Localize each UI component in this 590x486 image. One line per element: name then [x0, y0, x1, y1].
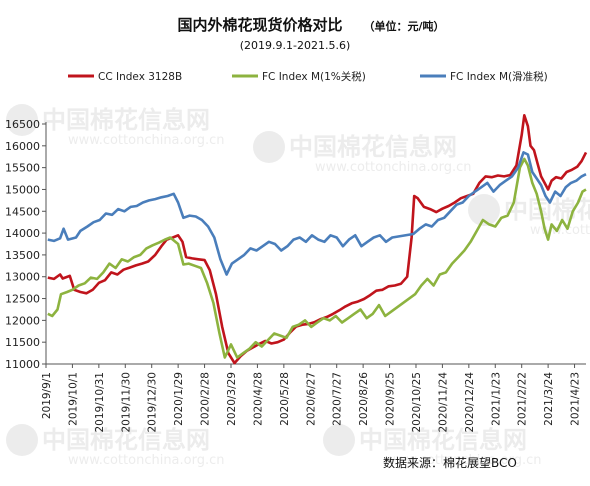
legend-label: FC Index M(1%关税) [262, 70, 366, 83]
y-tick-label: 16000 [5, 140, 40, 153]
chart-subtitle: (2019.9.1-2021.5.6) [240, 39, 351, 52]
y-tick-label: 12000 [5, 314, 40, 327]
x-tick-label: 2020/1/29 [173, 372, 185, 426]
x-tick-label: 2019/9/1 [41, 372, 53, 419]
x-tick-label: 2020/6/27 [305, 372, 317, 426]
x-tick-label: 2020/12/24 [464, 372, 476, 433]
watermark: 中国棉花信息网www.cottonchina.org.cn中国棉花信息网www.… [6, 104, 590, 468]
legend-label: CC Index 3128B [98, 71, 182, 83]
y-tick-label: 15000 [5, 183, 40, 196]
legend-item: FC Index M(滑准税) [420, 70, 548, 83]
series-line-2 [47, 157, 587, 359]
x-tick-label: 2021/3/24 [543, 372, 555, 426]
watermark-url: www.cottonchina.org.cn [385, 453, 542, 468]
x-tick-label: 2020/5/28 [279, 372, 291, 426]
x-tick-label: 2020/3/29 [226, 372, 238, 426]
watermark-text: 中国棉花信息网 [504, 196, 590, 224]
y-tick-label: 11500 [5, 336, 40, 349]
y-tick-label: 15500 [5, 162, 40, 175]
legend-label: FC Index M(滑准税) [450, 70, 548, 83]
chart-title: 国内外棉花现货价格对比 [177, 16, 342, 34]
y-tick-label: 11000 [5, 358, 40, 371]
watermark-url: www.cottonchina.org.cn [68, 453, 225, 468]
x-tick-label: 2020/11/24 [437, 372, 449, 433]
y-tick-label: 14000 [5, 227, 40, 240]
y-tick-label: 13500 [5, 249, 40, 262]
axes: 11000 11500 12000 12500 13000 13500 14000 14500… [5, 118, 586, 433]
watermark-logo [253, 131, 285, 163]
y-tick-label: 13000 [5, 271, 40, 284]
chart-unit: （单位：元/吨） [363, 19, 444, 33]
legend-item: FC Index M(1%关税) [232, 70, 366, 83]
source-note: 数据来源：棉花展望BCO [383, 455, 517, 470]
series-line-1 [47, 114, 588, 365]
x-tick-label: 2019/10/1 [67, 372, 79, 426]
watermark-logo [6, 424, 38, 456]
series-group [47, 114, 588, 365]
series-line-3 [47, 151, 587, 276]
x-tick-label: 2020/2/28 [200, 372, 212, 426]
watermark-text: 中国棉花信息网 [359, 426, 527, 454]
y-tick-label: 16500 [5, 118, 40, 131]
watermark-text: 中国棉花信息网 [42, 106, 210, 134]
watermark-logo [6, 104, 38, 136]
legend-item: CC Index 3128B [68, 71, 182, 83]
x-tick-label: 2020/8/26 [358, 372, 370, 426]
x-tick-label: 2020/9/25 [385, 372, 397, 426]
x-tick-label: 2019/10/31 [94, 372, 106, 433]
x-tick-label: 2021/1/23 [490, 372, 502, 426]
watermark-text: 中国棉花信息网 [289, 133, 457, 161]
y-tick-label: 14500 [5, 205, 40, 218]
watermark-url: www.cottonchina.org.cn [315, 160, 472, 175]
watermark-text: 中国棉花信息网 [42, 426, 210, 454]
x-tick-label: 2020/10/25 [411, 372, 423, 433]
watermark-logo [323, 424, 355, 456]
x-tick-label: 2019/12/30 [147, 372, 159, 433]
x-tick-label: 2020/7/27 [332, 372, 344, 426]
x-tick-label: 2019/11/30 [120, 372, 132, 433]
x-tick-label: 2020/4/28 [252, 372, 264, 426]
y-tick-label: 12500 [5, 293, 40, 306]
watermark-url: www.cottonchina.org.cn [68, 133, 225, 148]
x-tick-label: 2021/2/22 [517, 372, 529, 426]
legend: CC Index 3128B FC Index M(1%关税) FC Index M… [68, 70, 548, 83]
x-tick-label: 2021/4/23 [570, 372, 582, 426]
watermark-logo [468, 194, 500, 226]
